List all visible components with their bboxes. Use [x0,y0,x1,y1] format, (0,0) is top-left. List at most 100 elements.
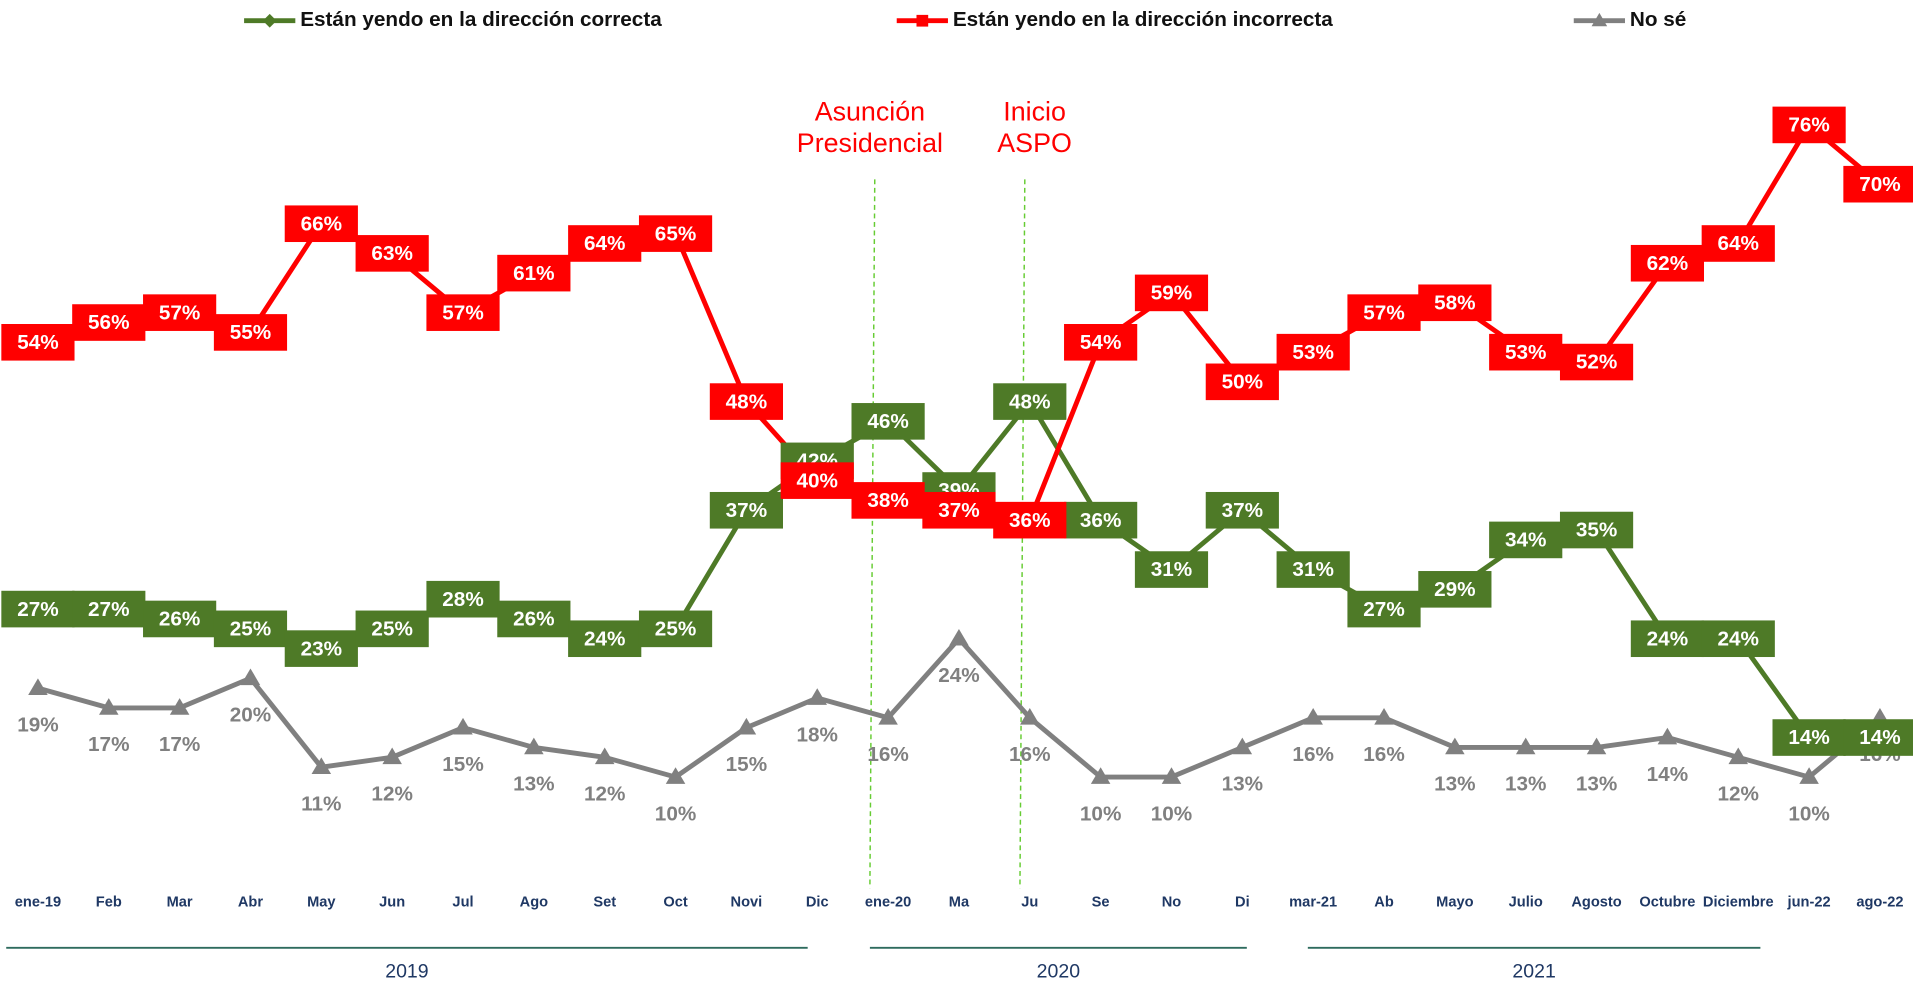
point [1728,747,1749,765]
legend-marker [262,13,277,28]
data-label: 17% [88,733,129,756]
x-tick-label: Dic [806,895,829,911]
label-box [709,383,783,420]
series-line [37,399,1880,740]
x-tick-label: ago-22 [1856,895,1903,911]
data-label: 16% [867,743,908,766]
data-label: 16% [1009,743,1050,766]
data-label: 54% [17,331,58,354]
point [1515,737,1536,755]
data-label: 10% [1788,802,1829,825]
year-label: 2019 [385,960,428,982]
point [949,628,969,646]
x-tick-label: ene-19 [15,895,61,911]
data-label: 28% [442,588,483,611]
point [1090,767,1111,784]
data-label: 25% [230,618,271,641]
label-box [72,304,146,341]
x-tick-label: Oct [663,895,688,911]
label-box [1205,363,1279,401]
data-label: 27% [17,598,58,621]
x-tick-label: May [307,895,336,911]
label-box [1843,165,1913,203]
label-box [638,610,713,648]
label-box [355,235,429,272]
x-tick-label: Jul [452,895,473,911]
label-box [638,215,713,252]
data-label: 20% [230,704,271,727]
data-label: 29% [1434,578,1475,601]
label-box [851,482,925,519]
x-tick-label: Set [593,895,616,911]
data-label: 14% [1647,763,1688,786]
point [594,747,615,765]
data-label: 31% [1292,558,1333,581]
label-box [1064,501,1138,539]
data-label: 13% [513,773,554,796]
legend-label: No sé [1630,8,1686,31]
x-tick-label: Feb [96,895,122,911]
x-tick-label: Novi [731,895,763,911]
point [524,737,544,755]
x-tick-label: jun-22 [1787,895,1831,911]
point [169,698,190,715]
data-label: 13% [1505,773,1546,796]
annotation-line [869,179,876,889]
legend-marker [1591,12,1608,27]
data-label: 36% [1009,509,1050,532]
annotation: Asunción Presidencial [797,97,943,159]
point [665,767,686,784]
data-label: 63% [371,242,412,265]
label-box [72,590,146,628]
data-label: 62% [1647,252,1688,275]
x-tick-label: Ma [949,895,970,911]
x-tick-label: Abr [238,895,263,911]
data-label: 64% [1718,232,1759,255]
data-label: 11% [301,792,341,815]
label-box [922,491,996,529]
label-box [497,600,571,638]
label-box [568,225,642,262]
point [736,717,757,735]
label-box [1418,571,1492,608]
data-label: 12% [584,783,625,806]
data-label: 14% [1788,726,1829,749]
label-box [1064,323,1138,361]
data-label: 57% [159,301,200,324]
data-label: 38% [867,489,908,512]
data-label: 13% [1434,773,1475,796]
data-label: 54% [1080,331,1121,354]
label-box [426,294,500,331]
legend-label: Están yendo en la dirección incorrecta [953,8,1333,31]
data-label: 57% [442,301,483,324]
label-box [213,610,288,648]
label-box [993,383,1067,420]
data-label: 53% [1292,341,1333,364]
label-box [568,620,642,658]
data-label: 24% [1718,627,1759,650]
label-box [1134,274,1209,312]
legend-marker [916,14,929,27]
year-label: 2020 [1037,960,1081,982]
x-tick-label: ene-20 [865,895,911,911]
x-tick-label: Ab [1374,895,1394,911]
point [878,708,898,725]
label-box [1559,511,1634,549]
label-box [1489,521,1563,559]
point [807,688,828,705]
legend-label: Están yendo en la dirección correcta [300,8,662,31]
data-label: 58% [1434,291,1475,314]
data-label: 25% [655,618,696,641]
label-box [497,254,571,292]
point [1445,737,1465,755]
data-label: 18% [797,723,838,746]
label-box [1347,590,1421,628]
data-label: 23% [301,637,342,660]
data-label: 61% [513,262,554,285]
data-label: 65% [655,222,696,245]
data-label: 26% [513,608,554,631]
data-label: 13% [1576,773,1617,796]
data-label: 26% [159,608,200,631]
x-tick-label: Di [1235,895,1250,911]
